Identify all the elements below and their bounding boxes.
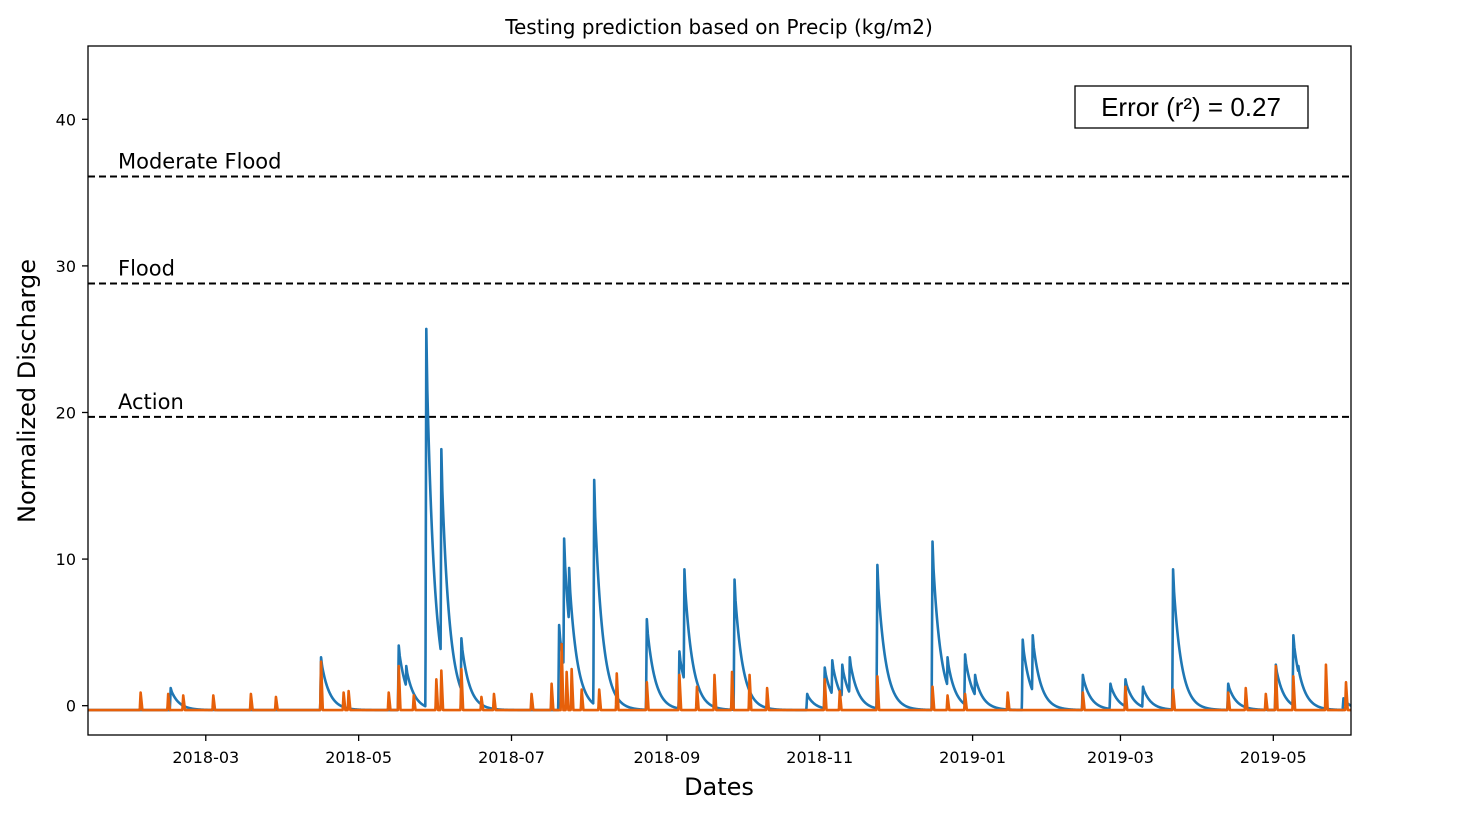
error-box: Error (r²) = 0.27 [1074, 85, 1309, 129]
x-tick-label-1: 2018-05 [325, 748, 392, 767]
plot-frame [87, 45, 1352, 736]
x-tick-label-7: 2019-05 [1240, 748, 1307, 767]
series-line-1 [88, 642, 1351, 712]
threshold-lines: Moderate Flood Flood Action [88, 149, 1351, 418]
x-axis-title: Dates [684, 773, 754, 801]
x-tick-label-5: 2019-01 [939, 748, 1006, 767]
y-axis: 0 10 20 30 40 [56, 110, 88, 716]
x-axis: 2018-03 2018-05 2018-07 2018-09 2018-11 2019-… [172, 735, 1307, 767]
x-tick-label-0: 2018-03 [172, 748, 239, 767]
threshold-label-2: Action [118, 390, 184, 414]
error-box-text: Error (r²) = 0.27 [1101, 92, 1281, 122]
chart-title: Testing prediction based on Precip (kg/m… [504, 15, 933, 39]
x-tick-label-4: 2018-11 [786, 748, 853, 767]
x-tick-label-2: 2018-07 [478, 748, 545, 767]
threshold-label-1: Flood [118, 256, 175, 280]
y-tick-label-2: 20 [56, 403, 76, 422]
y-tick-label-0: 0 [66, 697, 76, 716]
y-tick-label-1: 10 [56, 550, 76, 569]
series-line-0 [88, 327, 1351, 712]
x-tick-label-6: 2019-03 [1087, 748, 1154, 767]
y-tick-label-4: 40 [56, 110, 76, 129]
y-axis-title: Normalized Discharge [13, 259, 41, 523]
x-tick-label-3: 2018-09 [633, 748, 700, 767]
series-layer [88, 327, 1351, 712]
threshold-label-0: Moderate Flood [118, 149, 282, 173]
y-tick-label-3: 30 [56, 257, 76, 276]
